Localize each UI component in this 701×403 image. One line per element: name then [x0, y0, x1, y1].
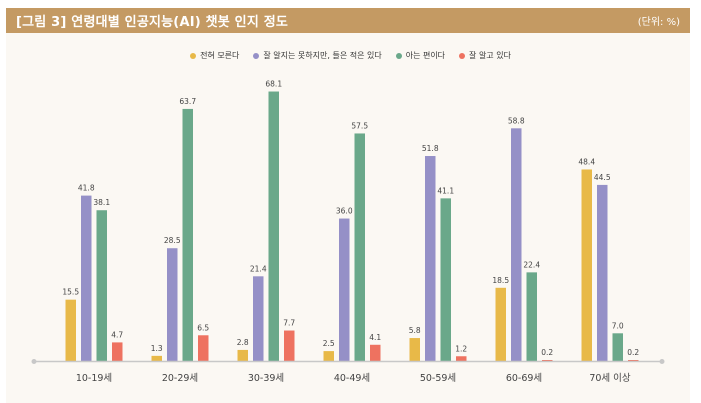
bar-5-1: [511, 128, 522, 361]
data-label: 68.1: [265, 80, 282, 89]
data-label: 6.5: [197, 323, 209, 332]
data-label: 36.0: [336, 207, 353, 216]
bar-2-1: [253, 276, 264, 361]
data-label: 2.8: [237, 338, 249, 347]
data-label: 48.4: [578, 157, 595, 166]
data-label: 41.8: [78, 184, 95, 193]
bar-1-0: [151, 355, 162, 361]
data-label: 41.1: [437, 186, 454, 195]
bar-3-1: [339, 218, 350, 361]
x-tick-label: 70세 이상: [589, 373, 631, 384]
legend-item-3: 잘 알고 있다: [459, 50, 511, 61]
bar-4-3: [456, 356, 467, 361]
data-label: 4.7: [111, 330, 123, 339]
bar-0-0: [65, 299, 76, 361]
bar-4-2: [440, 198, 451, 361]
data-label: 0.2: [541, 348, 553, 357]
bar-3-0: [323, 351, 334, 361]
bar-2-2: [268, 91, 279, 362]
bar-1-1: [167, 248, 178, 361]
bar-5-2: [526, 272, 537, 361]
legend-item-1: 잘 알지는 못하지만, 들은 적은 있다: [253, 50, 382, 61]
legend-label: 아는 편이다: [405, 51, 446, 60]
data-label: 63.7: [179, 97, 196, 106]
x-tick-label: 20-29세: [162, 373, 198, 384]
bar-6-1: [597, 184, 608, 361]
legend-swatch: [253, 52, 260, 59]
legend-label: 잘 알고 있다: [469, 51, 511, 60]
bar-3-2: [354, 133, 365, 361]
axis-end-dot: [659, 359, 665, 364]
bar-2-0: [237, 349, 248, 361]
bar-6-3: [628, 360, 639, 361]
x-tick-label: 60-69세: [506, 373, 542, 384]
data-label: 18.5: [492, 276, 509, 285]
data-label: 21.4: [250, 264, 267, 273]
legend-label: 잘 알지는 못하지만, 들은 적은 있다: [263, 51, 382, 60]
data-label: 15.5: [62, 288, 79, 297]
data-label: 57.5: [351, 121, 368, 130]
data-label: 5.8: [409, 326, 421, 335]
data-label: 58.8: [508, 116, 525, 125]
figure-header: [그림 3] 연령대별 인공지능(AI) 챗봇 인지 정도 (단위: %): [6, 8, 690, 33]
unit-label: (단위: %): [637, 17, 680, 28]
data-label: 0.2: [627, 348, 639, 357]
bar-1-3: [198, 335, 209, 361]
bar-6-0: [581, 169, 592, 361]
data-label: 7.0: [612, 321, 624, 330]
legend-item-0: 전혀 모른다: [190, 50, 239, 61]
chart-legend: 전혀 모른다 잘 알지는 못하지만, 들은 적은 있다 아는 편이다 잘 알고 있다: [0, 50, 701, 61]
bar-4-0: [409, 338, 420, 361]
x-tick-label: 10-19세: [76, 373, 112, 384]
legend-label: 전혀 모른다: [200, 51, 240, 60]
bar-0-2: [96, 210, 107, 361]
bar-5-3: [542, 360, 553, 361]
x-tick-label: 40-49세: [334, 373, 370, 384]
data-label: 38.1: [93, 198, 110, 207]
bar-6-2: [612, 333, 623, 361]
legend-item-2: 아는 편이다: [395, 50, 446, 61]
x-tick-label: 50-59세: [420, 373, 456, 384]
x-tick-label: 30-39세: [248, 373, 284, 384]
bar-0-3: [112, 342, 123, 361]
data-label: 44.5: [594, 173, 611, 182]
bar-5-0: [495, 287, 506, 361]
bar-1-2: [182, 108, 193, 362]
data-label: 1.3: [151, 344, 163, 353]
data-label: 28.5: [164, 236, 181, 245]
data-label: 51.8: [422, 144, 439, 153]
legend-swatch: [190, 52, 197, 59]
data-label: 1.2: [455, 344, 467, 353]
data-label: 22.4: [523, 260, 540, 269]
bar-4-1: [425, 156, 436, 361]
axis-end-dot: [31, 359, 37, 364]
data-label: 2.5: [323, 339, 335, 348]
figure-title: [그림 3] 연령대별 인공지능(AI) 챗봇 인지 정도: [16, 15, 289, 30]
bar-0-1: [81, 195, 92, 361]
data-label: 7.7: [283, 319, 295, 328]
data-label: 4.1: [369, 333, 381, 342]
bar-3-3: [370, 344, 381, 361]
legend-swatch: [459, 52, 466, 59]
bar-2-3: [284, 330, 295, 361]
legend-swatch: [395, 52, 402, 59]
